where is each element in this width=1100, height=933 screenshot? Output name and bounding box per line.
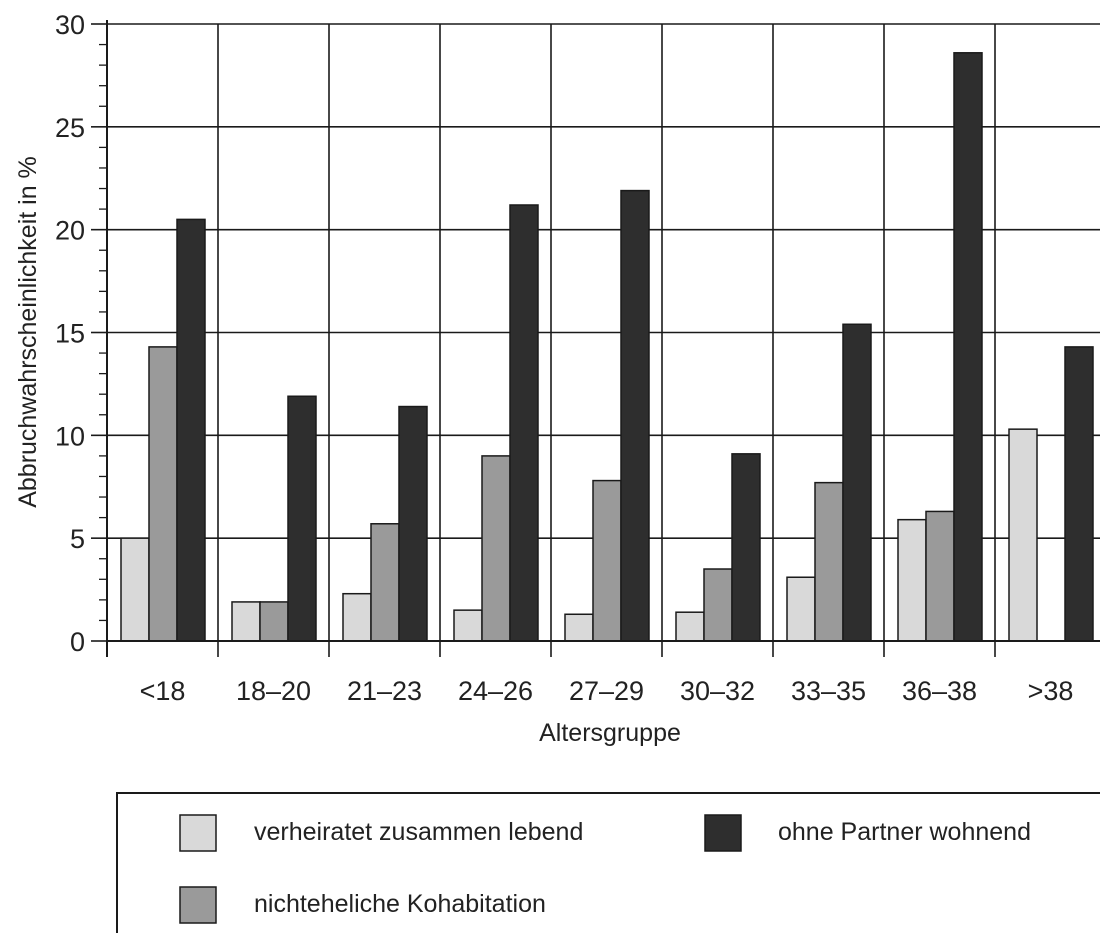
bar-3-2 (287, 395, 317, 642)
x-tick-label: 24–26 (458, 676, 533, 706)
bar-2-3 (370, 523, 400, 642)
x-axis-title: Altersgruppe (539, 719, 681, 747)
bar-3-6 (731, 453, 761, 642)
bar-2-4 (481, 455, 511, 642)
gridlines (107, 23, 1100, 657)
bar-3-8 (953, 52, 983, 642)
bar-1-8 (897, 518, 927, 642)
bar-3-1 (176, 218, 206, 642)
legend-swatch-1 (179, 814, 217, 852)
legend-label-2: nichteheliche Kohabitation (254, 890, 546, 918)
bar-2-6 (703, 568, 733, 642)
bar-3-7 (842, 323, 872, 642)
bar-1-5 (564, 613, 594, 642)
x-tick-label: 21–23 (347, 676, 422, 706)
bar-3-3 (398, 405, 428, 642)
legend-swatch-2 (179, 886, 217, 924)
bar-3-9 (1064, 346, 1094, 642)
bar-1-1 (120, 537, 150, 642)
bar-2-2 (259, 601, 289, 642)
bar-1-7 (786, 576, 816, 642)
y-tick-label: 0 (70, 627, 85, 657)
bar-3-4 (509, 204, 539, 642)
y-tick-label: 10 (55, 421, 85, 451)
y-tick-label: 15 (55, 319, 85, 349)
x-tick-label: 30–32 (680, 676, 755, 706)
x-tick-label: 27–29 (569, 676, 644, 706)
y-tick-label: 30 (55, 10, 85, 40)
y-axis-title: Abbruchwahrscheinlichkeit in % (14, 156, 42, 508)
legend-label-1: verheiratet zusammen lebend (254, 818, 583, 846)
x-tick-label: 33–35 (791, 676, 866, 706)
legend-label-3: ohne Partner wohnend (778, 818, 1031, 846)
y-tick-label: 5 (70, 524, 85, 554)
legend-box (116, 792, 1100, 933)
x-tick-label: 18–20 (236, 676, 311, 706)
legend-swatch-3 (704, 814, 742, 852)
bar-2-8 (925, 510, 955, 642)
x-tick-label: >38 (1028, 676, 1074, 706)
x-tick-label: <18 (140, 676, 186, 706)
bar-2-5 (592, 479, 622, 642)
legend: verheiratet zusammen lebend nichteheliche… (116, 792, 1100, 933)
bars (120, 52, 1094, 642)
y-tick-label: 20 (55, 216, 85, 246)
bar-3-5 (620, 189, 650, 642)
bar-1-2 (231, 601, 261, 642)
y-tick-label: 25 (55, 113, 85, 143)
bar-1-6 (675, 611, 705, 642)
bar-1-9 (1008, 428, 1038, 642)
bar-2-7 (814, 481, 844, 642)
axes: 0 5 10 15 20 25 30 <18 18–20 21–23 24–26 27–29 30–32… (55, 10, 1100, 706)
bar-2-1 (148, 346, 178, 642)
x-tick-label: 36–38 (902, 676, 977, 706)
bar-1-3 (342, 592, 372, 642)
bar-1-4 (453, 609, 483, 642)
